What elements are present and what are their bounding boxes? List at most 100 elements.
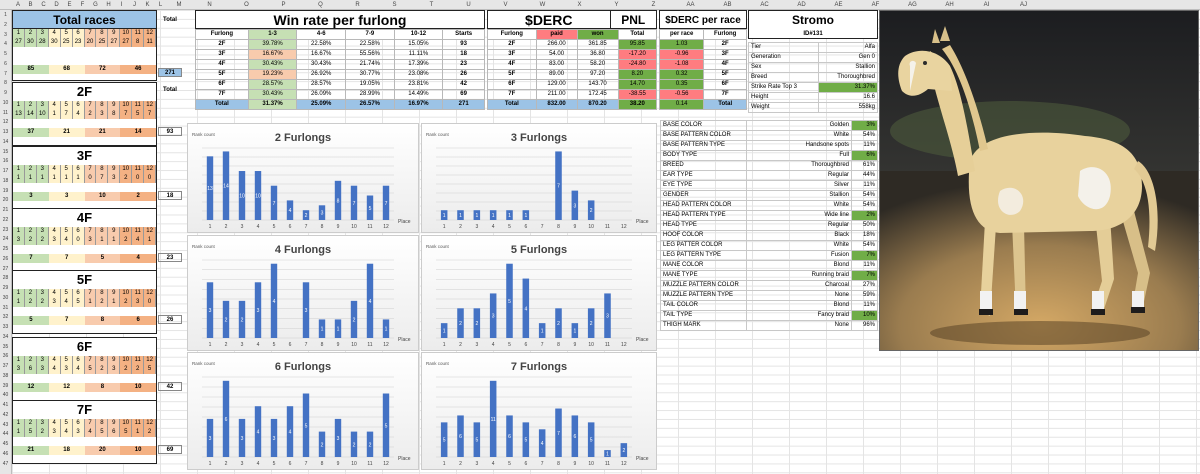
- place-cell[interactable]: 4: [48, 29, 61, 38]
- derc-cell[interactable]: 54.00: [535, 49, 578, 60]
- column-letter[interactable]: AE: [834, 2, 843, 8]
- derc-cell[interactable]: 89.00: [535, 69, 578, 80]
- place-cell[interactable]: 3: [36, 227, 49, 236]
- win-rate-cell[interactable]: 22.58%: [296, 39, 347, 50]
- column-letter[interactable]: A: [15, 2, 20, 8]
- place-cell[interactable]: 7: [84, 101, 97, 110]
- place-cell[interactable]: 5: [60, 29, 73, 38]
- count-cell[interactable]: 5: [132, 110, 145, 119]
- bar[interactable]: [571, 323, 579, 338]
- column-letter[interactable]: AJ: [1019, 2, 1027, 8]
- derc-table[interactable]: Furlong paid won Total 2F 266.00 361.85 95.85 3F…: [487, 29, 658, 110]
- count-cell[interactable]: 13: [13, 110, 25, 119]
- count-cell[interactable]: 1: [60, 174, 73, 183]
- group-sum-cell[interactable]: 12: [13, 383, 49, 392]
- win-rate-cell[interactable]: 11.11%: [393, 49, 444, 60]
- place-cell[interactable]: 5: [60, 356, 73, 365]
- place-cell[interactable]: 11: [132, 227, 145, 236]
- count-cell[interactable]: 7: [60, 110, 73, 119]
- bar[interactable]: [334, 319, 342, 338]
- count-cell[interactable]: 25: [96, 38, 109, 47]
- count-cell[interactable]: 0: [72, 236, 85, 245]
- bar[interactable]: [473, 308, 481, 338]
- trait-value[interactable]: None: [746, 290, 852, 301]
- row-number[interactable]: 17: [2, 168, 9, 174]
- place-cell[interactable]: 10: [120, 227, 133, 236]
- trait-rarity[interactable]: 50%: [851, 220, 878, 231]
- place-cell[interactable]: 12: [144, 419, 157, 428]
- total-races-block[interactable]: Total races 1 2 3 4 5 6 7 8 9 10 11 12 27 30 28 30 25 23…: [12, 10, 157, 81]
- chart-2[interactable]: 3 Furlongs Rank count 1 1 1 2 1 3 1 4 1 5 1 6 7 7 8 3 9 2 10…: [421, 123, 657, 233]
- trait-value[interactable]: Thoroughbred: [746, 160, 852, 171]
- win-rate-header-cell[interactable]: 1-3: [247, 29, 298, 40]
- place-cell[interactable]: 11: [132, 29, 145, 38]
- bar[interactable]: [366, 431, 374, 457]
- bar[interactable]: [222, 380, 230, 457]
- count-cell[interactable]: 3: [96, 110, 109, 119]
- row-number[interactable]: 8: [4, 80, 7, 87]
- trait-rarity[interactable]: 11%: [851, 140, 878, 151]
- trait-name[interactable]: BODY TYPE: [660, 150, 747, 161]
- column-letter[interactable]: W: [539, 2, 546, 8]
- horse-info-value[interactable]: Gen 0: [818, 52, 878, 63]
- count-cell[interactable]: 27: [13, 38, 25, 47]
- trait-rarity[interactable]: 54%: [851, 240, 878, 251]
- place-cell[interactable]: 10: [120, 356, 133, 365]
- column-letter[interactable]: P: [281, 2, 286, 8]
- trait-value[interactable]: White: [746, 200, 852, 211]
- horse-info-key[interactable]: Tier: [747, 42, 820, 53]
- place-cell[interactable]: 11: [132, 165, 145, 174]
- group-sum-cell[interactable]: 3: [13, 192, 49, 201]
- count-cell[interactable]: 11: [144, 38, 157, 47]
- trait-name[interactable]: TAIL COLOR: [660, 300, 747, 311]
- chart-6[interactable]: 7 Furlongs Rank count 5 1 6 2 5 3 11 4 6 5 5 6 4 7 7 8 6 9 5…: [421, 352, 657, 470]
- row-number[interactable]: 45: [2, 441, 9, 447]
- win-rate-cell[interactable]: 30.43%: [247, 89, 298, 100]
- win-rate-cell[interactable]: 26: [442, 69, 485, 80]
- count-cell[interactable]: 3: [60, 365, 73, 374]
- place-cell[interactable]: 4: [48, 289, 61, 298]
- per-race-value[interactable]: 0.14: [658, 99, 705, 110]
- count-cell[interactable]: 2: [36, 236, 49, 245]
- place-cell[interactable]: 3: [36, 289, 49, 298]
- win-rate-cell[interactable]: Total: [195, 99, 249, 110]
- per-race-furlong[interactable]: 7F: [703, 89, 747, 100]
- bar[interactable]: [302, 393, 310, 457]
- trait-value[interactable]: Regular: [746, 220, 852, 231]
- derc-cell[interactable]: 83.00: [535, 59, 578, 70]
- per-race-furlong[interactable]: 4F: [703, 59, 747, 70]
- count-cell[interactable]: 7: [96, 174, 109, 183]
- bar[interactable]: [206, 418, 214, 457]
- bar[interactable]: [555, 308, 562, 338]
- row-number[interactable]: 40: [2, 392, 9, 399]
- win-rate-table[interactable]: Furlong 1-3 4-6 7-9 10-12 Starts 2F 39.78% 22.58…: [195, 29, 485, 110]
- per-race-furlong[interactable]: 5F: [703, 69, 747, 80]
- furlong-block-5F[interactable]: 5F 1 2 3 4 5 6 7 8 9 10 11 12 1 2 2 3 4 5 1 2 1 2 3 0 5 7 8 6: [12, 270, 157, 334]
- group-sum-cell[interactable]: 21: [13, 446, 49, 455]
- count-cell[interactable]: 6: [24, 365, 37, 374]
- count-cell[interactable]: 28: [36, 38, 49, 47]
- row-number[interactable]: 11: [2, 109, 9, 116]
- win-rate-header-cell[interactable]: Furlong: [195, 29, 249, 40]
- bar[interactable]: [506, 263, 513, 338]
- trait-rarity[interactable]: 6%: [851, 150, 878, 161]
- win-rate-cell[interactable]: 15.05%: [393, 39, 444, 50]
- win-rate-cell[interactable]: 23: [442, 59, 485, 70]
- column-letter[interactable]: AF: [871, 2, 880, 8]
- trait-value[interactable]: Wide line: [746, 210, 852, 221]
- bar[interactable]: [440, 210, 448, 220]
- place-cell[interactable]: 3: [36, 101, 49, 110]
- count-cell[interactable]: 27: [108, 38, 121, 47]
- column-letter[interactable]: Y: [614, 2, 619, 8]
- row-number[interactable]: 14: [2, 138, 9, 145]
- column-letter[interactable]: F: [80, 2, 85, 8]
- row-number[interactable]: 43: [2, 421, 9, 428]
- count-cell[interactable]: 1: [13, 174, 25, 183]
- derc-cell[interactable]: 211.00: [535, 89, 578, 100]
- count-cell[interactable]: 4: [60, 428, 73, 437]
- per-race-furlong[interactable]: 3F: [703, 49, 747, 60]
- place-cell[interactable]: 1: [13, 29, 25, 38]
- column-letter[interactable]: H: [106, 2, 111, 8]
- row-number[interactable]: 1: [4, 12, 7, 18]
- column-letter[interactable]: K: [145, 2, 150, 8]
